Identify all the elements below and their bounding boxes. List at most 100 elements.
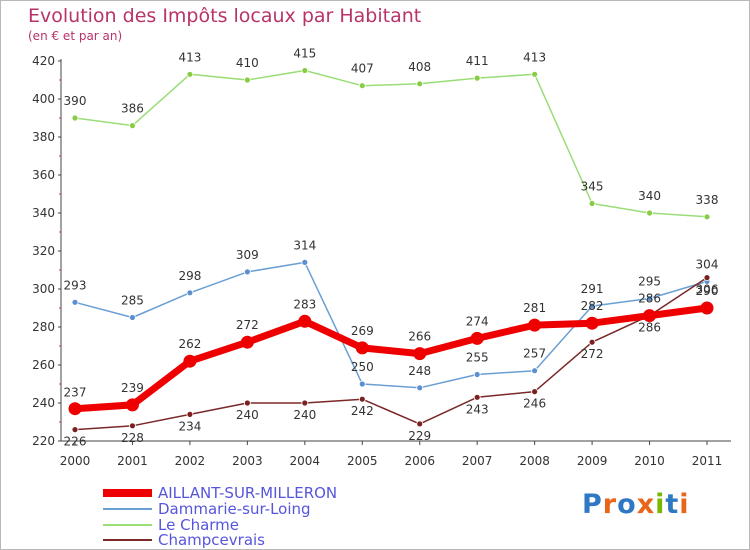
data-label: 274	[466, 314, 489, 328]
data-label: 390	[64, 94, 87, 108]
y-tick-label: 240	[32, 396, 55, 410]
data-label: 407	[351, 62, 374, 76]
data-point	[71, 298, 79, 306]
y-tick-label: 420	[32, 54, 55, 68]
x-tick-label: 2011	[692, 454, 723, 468]
data-label: 234	[178, 419, 201, 433]
data-point	[186, 289, 194, 297]
data-label: 272	[236, 318, 259, 332]
data-label: 239	[121, 381, 144, 395]
data-label: 411	[466, 54, 489, 68]
data-label: 243	[466, 402, 489, 416]
data-point	[301, 67, 309, 74]
data-point	[416, 420, 424, 428]
data-label: 283	[293, 297, 316, 311]
data-label: 237	[64, 386, 87, 400]
y-tick-label: 340	[32, 206, 55, 220]
series-line	[74, 304, 708, 413]
chart-subtitle: (en € et par an)	[28, 29, 123, 43]
series-line	[74, 261, 708, 389]
data-point	[71, 114, 79, 122]
data-point	[301, 258, 309, 266]
data-point	[588, 302, 596, 310]
y-tick-label: 220	[32, 434, 55, 448]
data-label: 408	[408, 60, 431, 74]
logo-letter: o	[617, 489, 637, 520]
data-point	[473, 371, 481, 378]
data-point	[355, 341, 369, 355]
data-point	[183, 354, 197, 368]
data-label: 410	[236, 56, 259, 70]
data-label: 304	[696, 257, 719, 271]
data-point	[240, 335, 254, 349]
data-label: 281	[523, 301, 546, 315]
data-label: 293	[64, 278, 87, 292]
data-point	[243, 268, 251, 276]
data-point	[358, 395, 366, 403]
data-label: 298	[178, 269, 201, 283]
data-point	[588, 338, 596, 346]
data-point	[646, 295, 653, 302]
data-point	[473, 393, 481, 401]
data-label: 250	[351, 360, 374, 374]
data-label: 228	[121, 431, 144, 445]
data-point	[470, 331, 484, 345]
data-label: 345	[581, 180, 604, 194]
logo-letter: P	[582, 489, 603, 520]
logo-letter: i	[679, 489, 690, 520]
x-tick-label: 2010	[634, 454, 665, 468]
data-point	[125, 398, 139, 412]
data-point	[703, 274, 711, 282]
data-point	[71, 426, 79, 434]
data-label: 240	[293, 408, 316, 422]
proxiti-logo: Proxiti	[582, 489, 690, 520]
data-label: 255	[466, 351, 489, 365]
data-point	[416, 80, 424, 88]
data-label: 340	[638, 189, 661, 203]
x-tick-label: 2008	[519, 454, 550, 468]
data-label: 415	[293, 47, 316, 61]
x-tick-label: 2002	[175, 454, 206, 468]
data-point	[531, 70, 539, 78]
data-point	[646, 209, 653, 217]
x-tick-label: 2003	[232, 454, 263, 468]
legend-label: Champcevrais	[158, 531, 265, 549]
data-label: 269	[351, 324, 374, 338]
data-label: 248	[408, 364, 431, 378]
data-point	[700, 301, 714, 315]
y-tick-label: 360	[32, 168, 55, 182]
data-label: 262	[178, 337, 201, 351]
data-point	[703, 213, 711, 221]
data-point	[531, 388, 539, 396]
data-label: 338	[696, 193, 719, 207]
legend-label: Le Charme	[158, 516, 239, 534]
chart-title: Evolution des Impôts locaux par Habitant	[28, 5, 422, 27]
data-label: 285	[121, 294, 144, 308]
y-tick-label: 380	[32, 130, 55, 144]
data-point	[413, 347, 427, 361]
series-line	[74, 69, 708, 218]
y-tick-label: 280	[32, 320, 55, 334]
data-point	[528, 318, 542, 332]
data-point	[298, 314, 312, 328]
data-point	[358, 82, 366, 90]
legend-label: Dammarie-sur-Loing	[158, 500, 311, 518]
data-point	[588, 200, 596, 207]
x-tick-label: 2004	[290, 454, 321, 468]
data-label: 286	[638, 292, 661, 306]
logo-letter: i	[655, 489, 666, 520]
data-label: 282	[581, 299, 604, 313]
data-label: 272	[581, 347, 604, 361]
data-point	[416, 384, 424, 392]
data-label: 306	[696, 283, 719, 297]
x-tick-label: 2009	[577, 454, 608, 468]
legend-label: AILLANT-SUR-MILLERON	[158, 484, 337, 502]
data-label: 413	[523, 50, 546, 64]
data-label: 291	[581, 282, 604, 296]
data-point	[129, 422, 136, 430]
y-tick-label: 260	[32, 358, 55, 372]
data-point	[186, 410, 194, 418]
data-label: 229	[408, 429, 431, 443]
